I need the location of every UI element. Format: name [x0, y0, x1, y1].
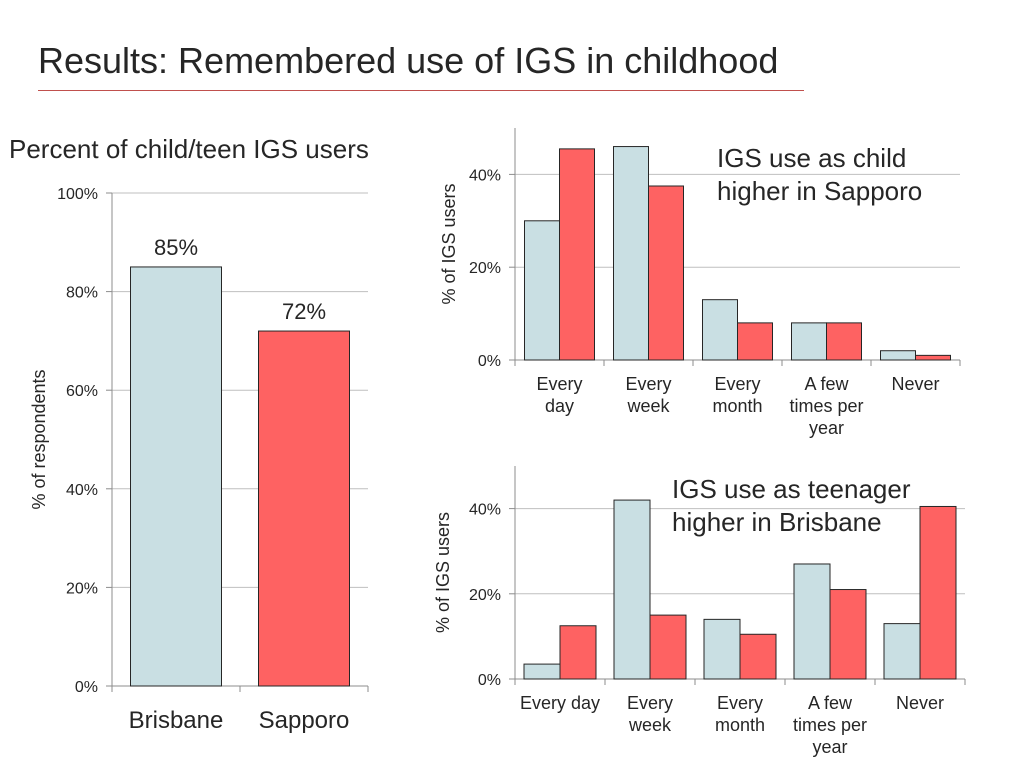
- bar-series-2: [559, 625, 597, 680]
- x-tick-label: Every: [627, 693, 673, 713]
- x-tick-label: Every: [717, 693, 763, 713]
- x-tick-label: week: [628, 715, 672, 735]
- y-tick-label: 40%: [469, 502, 501, 519]
- y-tick-label: 0%: [478, 672, 501, 689]
- bar-series-1: [524, 220, 560, 361]
- teen-callout-line-1: IGS use as teenager: [672, 474, 911, 504]
- y-tick-label: 100%: [57, 186, 98, 203]
- bar-series-2: [559, 148, 595, 361]
- bar-series-1: [702, 299, 738, 361]
- bar-series-2: [826, 322, 862, 361]
- bar-series-2: [739, 633, 777, 680]
- x-tick-label: Every: [536, 374, 582, 394]
- bar-brisbane: [130, 266, 222, 687]
- y-tick-label: 0%: [75, 679, 98, 696]
- y-tick-label: 20%: [469, 260, 501, 277]
- chart-child: 0%20%40%% of IGS usersEverydayEveryweekE…: [439, 128, 961, 438]
- y-axis-label: % of IGS users: [439, 183, 459, 304]
- x-tick-label: month: [715, 715, 765, 735]
- bar-series-1: [880, 350, 916, 361]
- bar-series-2: [648, 185, 684, 361]
- x-tick-label: Sapporo: [259, 707, 350, 734]
- y-tick-label: 20%: [469, 587, 501, 604]
- y-tick-label: 60%: [66, 383, 98, 400]
- x-tick-label: week: [626, 396, 670, 416]
- x-tick-label: Every: [714, 374, 760, 394]
- bar-series-2: [737, 322, 773, 361]
- bar-sapporo: [258, 330, 350, 687]
- bar-series-1: [523, 663, 561, 680]
- y-axis-label: % of IGS users: [433, 512, 453, 633]
- bar-series-1: [613, 499, 651, 680]
- x-tick-label: Never: [891, 374, 939, 394]
- left-chart-subtitle: Percent of child/teen IGS users: [9, 134, 369, 164]
- x-tick-label: A few: [804, 374, 849, 394]
- y-axis-label: % of respondents: [29, 369, 49, 509]
- title-divider: [38, 90, 804, 91]
- y-tick-label: 0%: [478, 353, 501, 370]
- x-tick-label: year: [809, 418, 844, 438]
- x-tick-label: A few: [808, 693, 853, 713]
- x-tick-label: times per: [793, 715, 867, 735]
- y-tick-label: 40%: [469, 167, 501, 184]
- child-callout: IGS use as child higher in Sapporo: [717, 142, 922, 208]
- bar-series-2: [915, 354, 951, 361]
- x-tick-label: day: [545, 396, 574, 416]
- bar-series-1: [703, 618, 741, 680]
- x-tick-label: month: [712, 396, 762, 416]
- x-tick-label: times per: [789, 396, 863, 416]
- chart-overall: 0% 20% 40% 60% 80% 100% % of respondents 85% Bri…: [29, 186, 369, 734]
- y-tick-label: 20%: [66, 580, 98, 597]
- y-tick-label: 80%: [66, 285, 98, 302]
- data-label: 85%: [154, 235, 198, 260]
- bar-series-1: [883, 623, 921, 680]
- x-tick-label: Never: [896, 693, 944, 713]
- x-tick-label: year: [812, 737, 847, 757]
- page-title: Results: Remembered use of IGS in childh…: [38, 40, 779, 81]
- y-tick-label: 40%: [66, 482, 98, 499]
- bar-series-1: [613, 146, 649, 361]
- bar-series-2: [919, 505, 957, 680]
- x-tick-label: Brisbane: [129, 707, 224, 734]
- child-callout-line-2: higher in Sapporo: [717, 176, 923, 206]
- bar-series-1: [791, 322, 827, 361]
- data-label: 72%: [282, 299, 326, 324]
- x-tick-label: Every: [625, 374, 671, 394]
- bar-series-2: [649, 614, 687, 680]
- bar-series-2: [829, 589, 867, 680]
- x-tick-label: Every day: [520, 693, 600, 713]
- child-callout-line-1: IGS use as child: [717, 143, 907, 173]
- teen-callout: IGS use as teenager higher in Brisbane: [672, 473, 910, 539]
- teen-callout-line-2: higher in Brisbane: [672, 507, 882, 537]
- bar-series-1: [793, 563, 831, 680]
